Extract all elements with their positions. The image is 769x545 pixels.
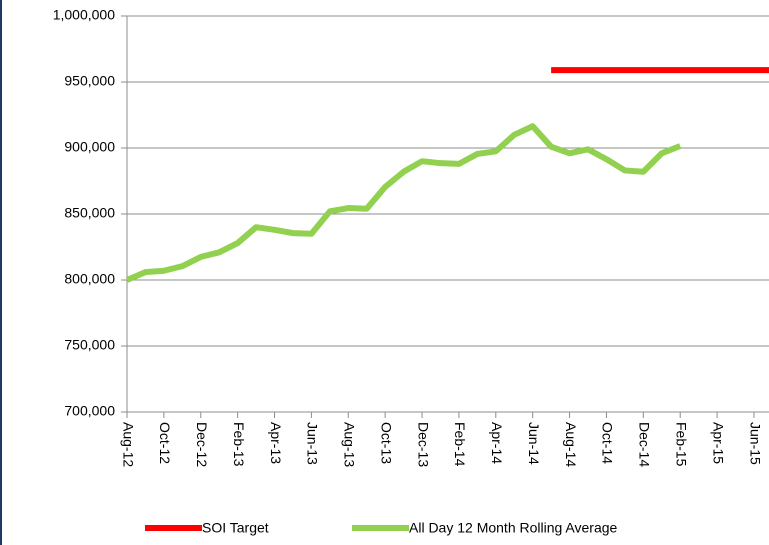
x-tick-label: Feb-13 bbox=[231, 422, 247, 467]
x-tick-label: Dec-13 bbox=[415, 422, 431, 467]
x-tick-label: Feb-15 bbox=[673, 422, 689, 467]
x-tick-label: Oct-13 bbox=[378, 422, 394, 464]
x-tick-label: Dec-14 bbox=[637, 422, 653, 467]
y-tick-label: 900,000 bbox=[64, 139, 115, 155]
y-tick-label: 700,000 bbox=[64, 403, 115, 419]
series-line bbox=[125, 123, 682, 283]
y-tick-label: 950,000 bbox=[64, 73, 115, 89]
x-tick-label: Dec-12 bbox=[194, 422, 210, 467]
x-tick-label: Feb-14 bbox=[452, 422, 468, 467]
x-tick-label: Aug-14 bbox=[563, 422, 579, 467]
x-tick-label: Oct-14 bbox=[600, 422, 616, 464]
y-tick-label: 750,000 bbox=[64, 337, 115, 353]
x-tick-label: Jun-13 bbox=[305, 422, 321, 465]
y-tick-label: 800,000 bbox=[64, 271, 115, 287]
y-tick-label: 1,000,000 bbox=[53, 7, 115, 23]
x-tick-label: Apr-14 bbox=[489, 422, 505, 464]
x-tick-label: Oct-12 bbox=[157, 422, 173, 464]
x-tick-label: Jun-15 bbox=[747, 422, 763, 465]
legend-label: All Day 12 Month Rolling Average bbox=[409, 520, 618, 536]
y-tick-label: 850,000 bbox=[64, 205, 115, 221]
legend-label: SOI Target bbox=[202, 520, 269, 536]
x-tick-label: Aug-13 bbox=[342, 422, 358, 467]
frame-edge bbox=[0, 0, 2, 545]
x-tick-label: Apr-15 bbox=[710, 422, 726, 464]
x-tick-label: Aug-12 bbox=[120, 422, 136, 467]
x-tick-label: Apr-13 bbox=[268, 422, 284, 464]
x-tick-label: Jun-14 bbox=[526, 422, 542, 465]
